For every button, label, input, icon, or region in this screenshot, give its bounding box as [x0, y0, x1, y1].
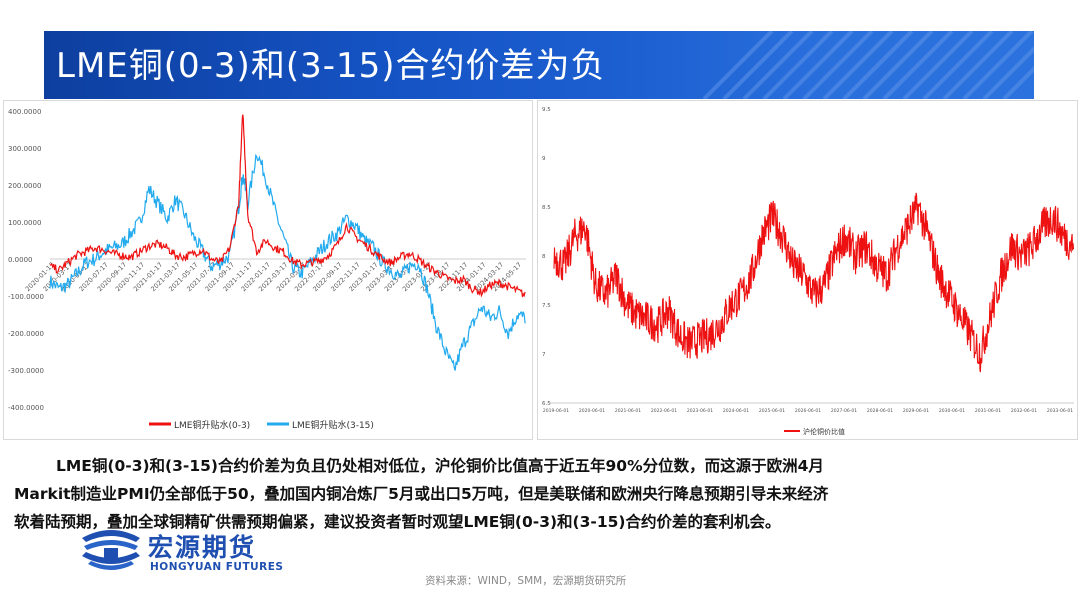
- analysis-text: LME铜(0-3)和(3-15)合约价差为负且仍处相对低位，沪伦铜价比值高于近五…: [14, 452, 1074, 536]
- x-tick-label: 2021-06-01: [615, 408, 641, 414]
- lme-spread-chart-panel: 400.0000 300.0000 200.0000 100.0000 0.0000 -1…: [3, 100, 533, 440]
- ratio-series-line: [553, 192, 1075, 373]
- x-tick-label: 2032-06-01: [1011, 408, 1037, 414]
- x-tick-label: 2033-06-01: [1047, 408, 1073, 414]
- company-logo: 宏源期货 HONGYUAN FUTURES: [78, 528, 308, 576]
- legend-label: 沪伦铜价比值: [803, 427, 845, 436]
- x-tick-label: 2024-06-01: [723, 408, 749, 414]
- x-tick-label: 2022-06-01: [651, 408, 677, 414]
- y-tick-label: 7: [542, 352, 546, 358]
- logo-english-name: HONGYUAN FUTURES: [150, 561, 284, 573]
- y-tick-label: 9.5: [542, 107, 551, 113]
- series-line-1: [49, 153, 526, 371]
- y-tick-label: 6.5: [542, 401, 551, 407]
- analysis-line-1: LME铜(0-3)和(3-15)合约价差为负且仍处相对低位，沪伦铜价比值高于近五…: [56, 457, 824, 475]
- y-tick-label: -200.0000: [8, 330, 44, 338]
- x-tick-label: 2023-06-01: [687, 408, 713, 414]
- x-tick-label: 2025-06-01: [759, 408, 785, 414]
- y-tick-label: 0.0000: [8, 256, 33, 264]
- banner-stripes: [702, 31, 1034, 99]
- page-title: LME铜(0-3)和(3-15)合约价差为负: [56, 46, 606, 86]
- data-source: 资料来源：WIND，SMM，宏源期货研究所: [425, 575, 627, 587]
- lme-spread-chart: 400.0000 300.0000 200.0000 100.0000 0.0000 -1…: [8, 108, 526, 431]
- series-line-0: [49, 114, 526, 298]
- x-tick-label: 2026-06-01: [795, 408, 821, 414]
- x-tick-label: 2029-06-01: [903, 408, 929, 414]
- y-tick-label: 7.5: [542, 303, 551, 309]
- x-tick-label: 2019-06-01: [543, 408, 569, 414]
- hongyuan-logo-icon: [82, 530, 140, 570]
- x-tick-label: 2028-06-01: [867, 408, 893, 414]
- title-banner: [44, 31, 1034, 99]
- x-tick-label: 2030-06-01: [939, 408, 965, 414]
- legend-label: LME铜升贴水(0-3): [174, 419, 250, 431]
- x-tick-label: 2031-06-01: [975, 408, 1001, 414]
- y-tick-label: 8: [542, 254, 546, 260]
- legend-label: LME铜升贴水(3-15): [292, 419, 374, 431]
- analysis-line-2: Markit制造业PMI仍全部低于50，叠加国内铜冶炼厂5月或出口5万吨，但是美…: [14, 485, 829, 503]
- y-tick-label: 8.5: [542, 205, 551, 211]
- y-tick-label: -300.0000: [8, 367, 44, 375]
- y-tick-label: 9: [542, 156, 546, 162]
- y-tick-label: -100.0000: [8, 293, 44, 301]
- y-tick-label: 300.0000: [8, 145, 41, 153]
- y-tick-label: 200.0000: [8, 182, 41, 190]
- y-tick-label: -400.0000: [8, 404, 44, 412]
- ratio-chart-panel: 9.5 9 8.5 8 7.5 7 6.5 2019-06-01 2020-06-01 2021-…: [537, 100, 1078, 440]
- y-tick-label: 100.0000: [8, 219, 41, 227]
- y-tick-label: 400.0000: [8, 108, 41, 116]
- analysis-line-3: 软着陆预期，叠加全球铜精矿供需预期偏紧，建议投资者暂时观望LME铜(0-3)和(…: [14, 513, 781, 531]
- x-tick-label: 2027-06-01: [831, 408, 857, 414]
- logo-chinese-name: 宏源期货: [148, 533, 257, 562]
- x-tick-label: 2020-06-01: [579, 408, 605, 414]
